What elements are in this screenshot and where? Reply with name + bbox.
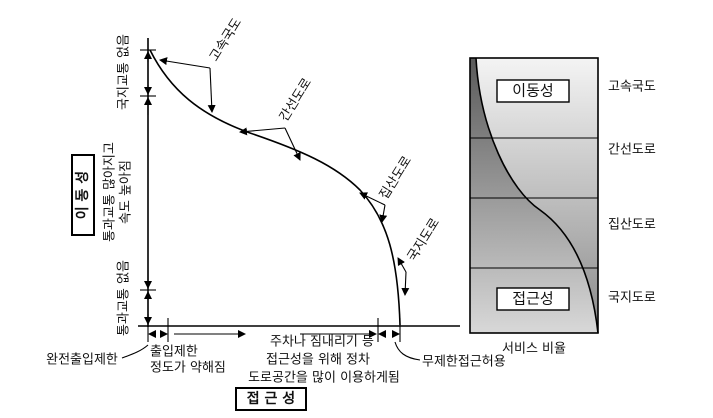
- mobility-label: 이 동 성: [74, 171, 91, 219]
- horizontal-note: 주차나 짐내리기 등: [270, 335, 374, 350]
- service-chart: 이동성 접근성 서비스 비율 고속국도 간선도로 집산도로 국지도로: [469, 57, 656, 357]
- function-curve: [149, 49, 401, 326]
- access-tag: 접근성: [512, 290, 553, 308]
- vertical-note: 통과교통 많아지고: [103, 142, 118, 242]
- curve-label: 고속국도: [207, 16, 245, 65]
- leader: [394, 341, 421, 361]
- vertical-note: 국지교통 없음: [117, 34, 132, 110]
- horizontal-note: 무제한접근허용: [422, 355, 506, 370]
- access-label: 접 근 성: [247, 391, 295, 407]
- chart-caption: 서비스 비율: [502, 342, 566, 357]
- class-label: 국지도로: [608, 291, 656, 306]
- axes: [138, 38, 460, 342]
- class-label: 집산도로: [608, 218, 656, 233]
- curve-label: 집산도로: [377, 154, 415, 203]
- pointer-arrows: [159, 57, 410, 296]
- mobility-area: [470, 58, 598, 333]
- horizontal-note: 정도가 약해짐: [150, 361, 226, 376]
- horizontal-note: 접근성을 위해 정차: [266, 353, 370, 368]
- leader: [121, 344, 149, 359]
- mobility-tag: 이동성: [512, 82, 553, 100]
- mobility-box: [71, 154, 95, 236]
- chart-frame: [469, 57, 599, 334]
- horizontal-note: 완전출입제한: [46, 353, 118, 368]
- vertical-note: 속도 높아짐: [119, 160, 134, 224]
- class-label: 간선도로: [608, 143, 656, 158]
- horizontal-note: 도로공간을 많이 이용하게됨: [248, 371, 400, 386]
- vertical-note: 통과교통 없음: [117, 260, 132, 336]
- horizontal-note: 출입제한: [150, 345, 198, 360]
- class-label: 고속국도: [608, 80, 656, 95]
- access-box: [235, 387, 307, 411]
- ratio-curve: [475, 57, 599, 334]
- curve-label: 국지도로: [405, 216, 443, 265]
- curve-label: 간선도로: [277, 76, 315, 125]
